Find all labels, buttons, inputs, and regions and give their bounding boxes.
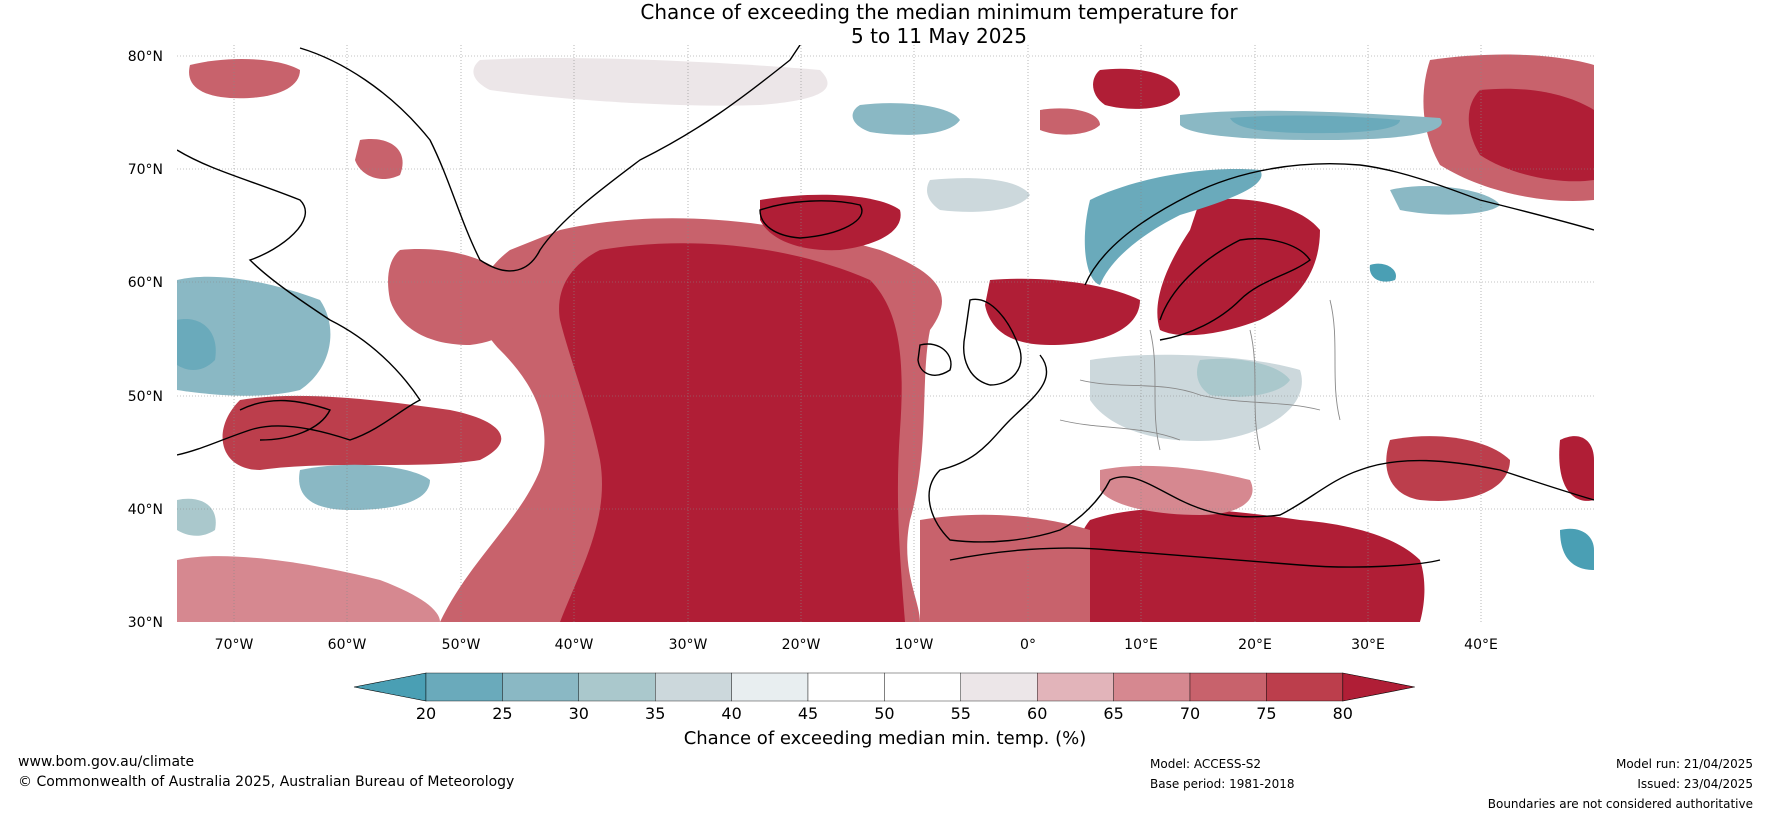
colorbar-segment xyxy=(655,672,732,702)
lon-label-0: 0° xyxy=(1020,637,1036,653)
map-title: Chance of exceeding the median minimum t… xyxy=(0,0,1770,48)
colorbar-label: Chance of exceeding median min. temp. (%… xyxy=(683,728,1087,749)
title-line-2: 5 to 11 May 2025 xyxy=(851,24,1027,48)
colorbar-extend-high xyxy=(1342,672,1415,702)
lat-label-50: 50°N xyxy=(128,389,163,405)
lon-label-10e: 10°E xyxy=(1124,637,1158,653)
colorbar-tick-label: 70 xyxy=(1180,704,1200,723)
colorbar-segment xyxy=(884,672,962,702)
cool-anomaly-regions xyxy=(177,58,1594,570)
issued-text: Issued: 23/04/2025 xyxy=(1637,777,1753,791)
colorbar-tick-label: 65 xyxy=(1103,704,1123,723)
colorbar-segment xyxy=(960,672,1038,702)
colorbar-tick-label: 50 xyxy=(874,704,894,723)
model-run-text: Model run: 21/04/2025 xyxy=(1615,757,1753,771)
map-panel xyxy=(177,45,1594,622)
title-line-1: Chance of exceeding the median minimum t… xyxy=(640,0,1238,24)
lon-label-10w: 10°W xyxy=(895,637,934,653)
colorbar-extend-low xyxy=(353,672,427,702)
longitude-labels: 70°W 60°W 50°W 40°W 30°W 20°W 10°W 0° 10… xyxy=(215,637,1498,653)
model-text: Model: ACCESS-S2 xyxy=(1150,757,1262,771)
lon-label-30w: 30°W xyxy=(669,637,708,653)
colorbar-tick-label: 25 xyxy=(492,704,512,723)
colorbar-segment xyxy=(731,672,809,702)
lon-label-40w: 40°W xyxy=(555,637,594,653)
colorbar-tick-label: 45 xyxy=(798,704,818,723)
colorbar-tick-label: 55 xyxy=(951,704,971,723)
colorbar-segment xyxy=(578,672,656,702)
colorbar-segment xyxy=(807,672,885,702)
colorbar-segment xyxy=(1189,672,1267,702)
colorbar-segment xyxy=(1113,672,1191,702)
colorbar-segment xyxy=(425,672,503,702)
colorbar-tick-label: 30 xyxy=(569,704,589,723)
latitude-labels: 80°N 70°N 60°N 50°N 40°N 30°N xyxy=(128,49,163,631)
colorbar-tick-label: 40 xyxy=(721,704,741,723)
lat-label-60: 60°N xyxy=(128,275,163,291)
copyright-text: © Commonwealth of Australia 2025, Austra… xyxy=(18,774,515,790)
website-text: www.bom.gov.au/climate xyxy=(18,754,195,770)
colorbar-tick-label: 35 xyxy=(645,704,665,723)
lat-label-30: 30°N xyxy=(128,615,163,631)
colorbar-tick-label: 75 xyxy=(1256,704,1276,723)
lon-label-40e: 40°E xyxy=(1464,637,1498,653)
colorbar-segment xyxy=(1266,672,1344,702)
colorbar-tick-label: 20 xyxy=(416,704,436,723)
lat-label-70: 70°N xyxy=(128,162,163,178)
country-borders xyxy=(1059,299,1341,451)
lon-label-60w: 60°W xyxy=(328,637,367,653)
lon-label-70w: 70°W xyxy=(215,637,254,653)
lon-label-30e: 30°E xyxy=(1351,637,1385,653)
disclaimer-text: Boundaries are not considered authoritat… xyxy=(1487,797,1753,811)
lat-label-40: 40°N xyxy=(128,502,163,518)
lon-label-50w: 50°W xyxy=(442,637,481,653)
colorbar-tick-label: 80 xyxy=(1333,704,1353,723)
base-period-text: Base period: 1981-2018 xyxy=(1150,777,1295,791)
lon-label-20w: 20°W xyxy=(782,637,821,653)
colorbar: 20 25 30 35 40 45 50 55 60 65 70 75 80 xyxy=(353,672,1415,723)
lon-label-20e: 20°E xyxy=(1238,637,1272,653)
colorbar-segment xyxy=(502,672,579,702)
colorbar-segment xyxy=(1036,672,1114,702)
coastlines xyxy=(177,45,1594,568)
lat-label-80: 80°N xyxy=(128,49,163,65)
graticule xyxy=(177,45,1594,622)
colorbar-tick-label: 60 xyxy=(1027,704,1047,723)
warm-anomaly-regions xyxy=(177,54,1594,622)
